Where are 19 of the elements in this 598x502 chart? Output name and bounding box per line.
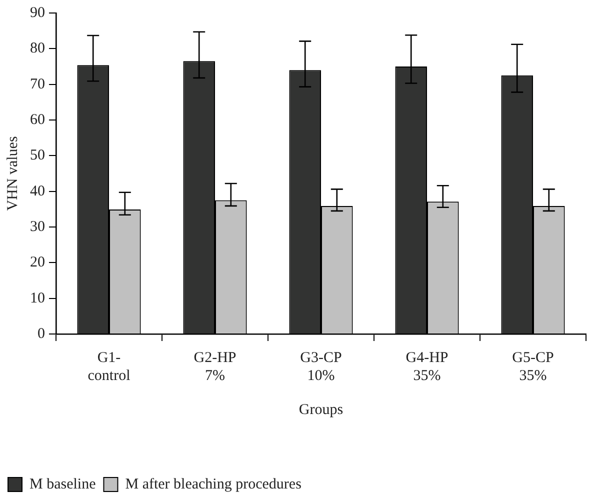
x-tick-label: G4-HP 35% — [406, 350, 448, 384]
x-axis-title: Groups — [298, 402, 344, 418]
x-tick-label: G1- control — [88, 350, 130, 384]
y-tick-label: 30 — [30, 218, 45, 235]
y-tick-label: 90 — [30, 4, 45, 21]
x-tick-label: G3-CP 10% — [300, 350, 342, 384]
y-tick-label: 80 — [30, 40, 45, 57]
legend-label: M after bleaching procedures — [125, 476, 302, 492]
y-tick-label: 40 — [30, 183, 45, 200]
y-tick-label: 10 — [30, 290, 45, 306]
y-axis-title: VHN values — [4, 136, 21, 211]
legend-label: M baseline — [30, 476, 96, 492]
y-tick-label: 50 — [30, 148, 45, 164]
y-tick-label: 60 — [30, 112, 45, 128]
x-tick-label: G2-HP 7% — [194, 350, 236, 384]
y-tick-label: 20 — [30, 254, 45, 271]
y-tick-label: 70 — [30, 76, 45, 92]
y-tick-label: 0 — [38, 326, 45, 342]
x-tick-label: G5-CP 35% — [512, 350, 554, 384]
